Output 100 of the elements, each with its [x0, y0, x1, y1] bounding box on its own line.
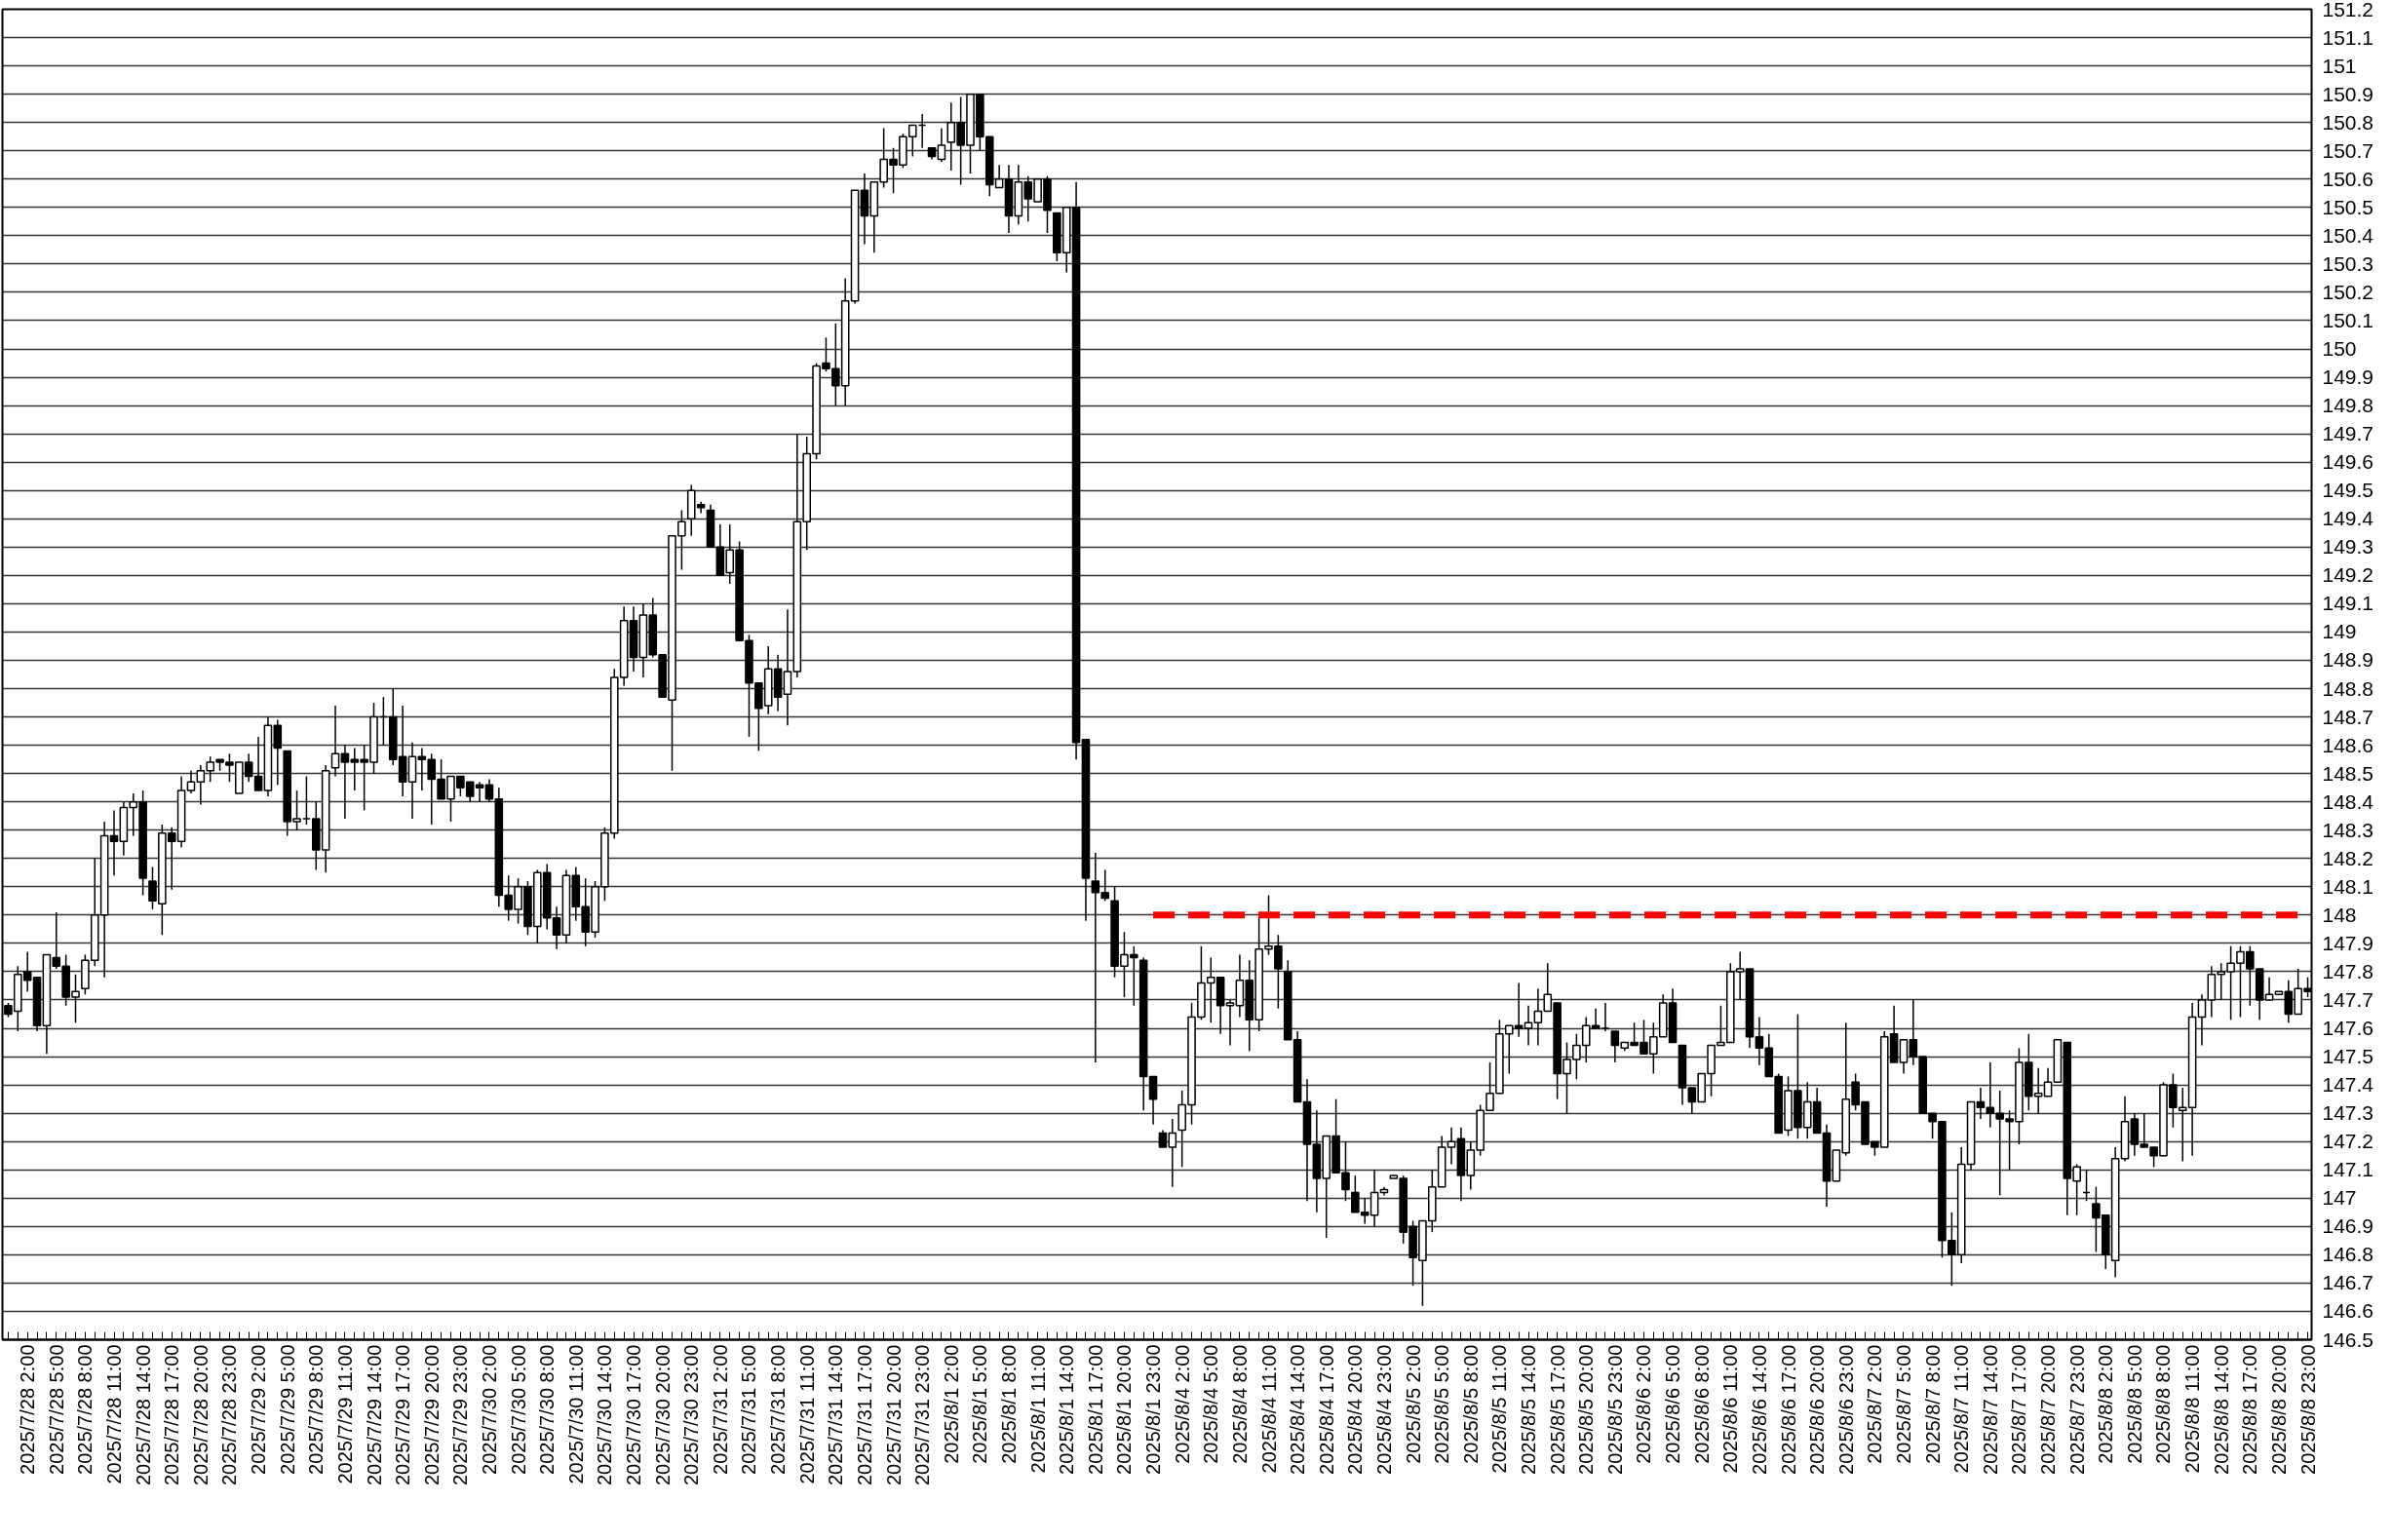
x-tick-label: 2025/8/4 20:00 [1344, 1344, 1367, 1475]
y-tick-label: 149.5 [2322, 479, 2374, 502]
candlestick [484, 778, 494, 803]
x-tick-label: 2025/7/29 5:00 [276, 1344, 298, 1475]
y-tick-label: 150.2 [2322, 280, 2374, 303]
candlestick [186, 769, 196, 794]
y-tick-label: 149.1 [2322, 592, 2374, 615]
candlestick [1148, 1075, 1158, 1126]
y-tick-label: 148.1 [2322, 874, 2374, 898]
x-tick-label: 2025/7/30 11:00 [564, 1344, 587, 1484]
y-tick-label: 147.4 [2322, 1073, 2374, 1097]
x-tick-label: 2025/8/8 5:00 [2123, 1344, 2145, 1464]
x-tick-label: 2025/8/5 17:00 [1546, 1344, 1568, 1475]
x-tick-label: 2025/8/4 14:00 [1287, 1344, 1309, 1475]
y-tick-label: 149.4 [2322, 507, 2374, 530]
x-tick-label: 2025/8/8 14:00 [2210, 1344, 2232, 1475]
y-tick-label: 149.6 [2322, 450, 2374, 474]
x-tick-label: 2025/7/28 23:00 [218, 1344, 241, 1486]
x-tick-label: 2025/7/30 8:00 [536, 1344, 559, 1475]
candlestick [1447, 1126, 1456, 1166]
y-tick-label: 148.2 [2322, 846, 2374, 869]
x-tick-label: 2025/8/1 5:00 [969, 1344, 991, 1464]
x-tick-label: 2025/7/31 23:00 [911, 1344, 934, 1486]
x-tick-label: 2025/8/7 14:00 [1979, 1344, 2001, 1475]
y-tick-label: 149.2 [2322, 563, 2374, 587]
x-tick-label: 2025/8/1 20:00 [1113, 1344, 1136, 1475]
y-tick-label: 146.6 [2322, 1299, 2374, 1323]
x-tick-label: 2025/8/7 2:00 [1864, 1344, 1886, 1464]
y-tick-label: 148.9 [2322, 648, 2374, 672]
y-tick-label: 151.1 [2322, 25, 2374, 49]
x-tick-label: 2025/8/8 20:00 [2267, 1344, 2290, 1475]
x-tick-label: 2025/7/30 14:00 [594, 1344, 616, 1486]
candlestick [937, 127, 946, 164]
x-tick-label: 2025/7/28 20:00 [189, 1344, 212, 1486]
y-tick-label: 150.3 [2322, 251, 2374, 275]
x-tick-label: 2025/8/7 11:00 [1950, 1344, 1973, 1474]
y-tick-label: 146.5 [2322, 1328, 2374, 1351]
x-tick-label: 2025/8/5 2:00 [1402, 1344, 1424, 1464]
x-tick-label: 2025/8/1 2:00 [940, 1344, 962, 1464]
x-tick-label: 2025/7/30 17:00 [623, 1344, 645, 1486]
x-tick-label: 2025/7/28 11:00 [103, 1344, 125, 1484]
y-tick-label: 148.5 [2322, 761, 2374, 785]
x-tick-label: 2025/8/6 5:00 [1662, 1344, 1684, 1464]
y-tick-label: 149.9 [2322, 366, 2374, 389]
x-tick-label: 2025/7/31 2:00 [709, 1344, 731, 1475]
x-tick-label: 2025/8/8 23:00 [2296, 1344, 2319, 1475]
x-tick-label: 2025/8/5 23:00 [1603, 1344, 1626, 1475]
x-tick-label: 2025/8/6 8:00 [1690, 1344, 1713, 1464]
y-tick-label: 148.7 [2322, 705, 2374, 728]
x-tick-label: 2025/7/29 11:00 [333, 1344, 356, 1484]
x-tick-label: 2025/7/28 5:00 [45, 1344, 67, 1475]
candlestick [1091, 852, 1100, 1063]
x-tick-label: 2025/7/31 14:00 [825, 1344, 847, 1486]
x-tick-label: 2025/7/31 17:00 [853, 1344, 875, 1486]
x-tick-label: 2025/8/8 17:00 [2239, 1344, 2261, 1475]
candlestick [1976, 1087, 1986, 1120]
x-tick-label: 2025/8/7 17:00 [2008, 1344, 2030, 1475]
x-tick-label: 2025/8/4 8:00 [1228, 1344, 1251, 1464]
candlestick [2197, 993, 2207, 1047]
x-tick-label: 2025/8/4 17:00 [1315, 1344, 1337, 1475]
y-tick-label: 147.8 [2322, 959, 2374, 982]
candlestick [1225, 999, 1235, 1047]
y-tick-label: 150.7 [2322, 138, 2374, 162]
x-tick-label: 2025/8/6 20:00 [1806, 1344, 1829, 1475]
x-tick-label: 2025/8/6 17:00 [1777, 1344, 1799, 1475]
x-tick-label: 2025/8/1 14:00 [1056, 1344, 1078, 1475]
y-tick-label: 146.8 [2322, 1243, 2374, 1266]
y-tick-label: 148 [2322, 903, 2357, 926]
x-tick-label: 2025/7/29 2:00 [248, 1344, 270, 1475]
x-tick-label: 2025/8/7 20:00 [2037, 1344, 2060, 1475]
y-tick-label: 149.8 [2322, 394, 2374, 417]
y-tick-label: 151.2 [2322, 0, 2374, 20]
y-tick-label: 147.7 [2322, 987, 2374, 1011]
y-tick-label: 151 [2322, 54, 2357, 77]
x-tick-label: 2025/8/5 5:00 [1431, 1344, 1453, 1464]
y-tick-label: 147.2 [2322, 1130, 2374, 1153]
x-tick-label: 2025/7/28 14:00 [132, 1344, 154, 1486]
x-tick-label: 2025/8/4 2:00 [1171, 1344, 1193, 1464]
x-tick-label: 2025/7/31 11:00 [795, 1344, 818, 1484]
y-tick-label: 149.7 [2322, 422, 2374, 445]
y-tick-label: 147 [2322, 1186, 2357, 1210]
y-tick-label: 147.6 [2322, 1017, 2374, 1040]
x-tick-label: 2025/8/1 11:00 [1026, 1344, 1049, 1474]
y-tick-label: 150.9 [2322, 82, 2374, 105]
x-tick-label: 2025/8/6 23:00 [1834, 1344, 1857, 1475]
x-tick-label: 2025/8/5 14:00 [1518, 1344, 1540, 1475]
y-tick-label: 149 [2322, 620, 2357, 643]
y-tick-label: 147.3 [2322, 1101, 2374, 1125]
x-tick-label: 2025/8/7 5:00 [1892, 1344, 1914, 1464]
y-tick-label: 150.5 [2322, 195, 2374, 218]
y-tick-label: 150.8 [2322, 110, 2374, 134]
y-tick-label: 146.7 [2322, 1271, 2374, 1294]
x-tick-label: 2025/8/8 11:00 [2181, 1344, 2204, 1474]
x-tick-label: 2025/7/29 14:00 [363, 1344, 385, 1486]
x-tick-label: 2025/8/1 17:00 [1084, 1344, 1106, 1475]
x-tick-label: 2025/7/30 20:00 [651, 1344, 674, 1486]
x-tick-label: 2025/8/8 2:00 [2095, 1344, 2117, 1464]
y-tick-label: 148.8 [2322, 676, 2374, 700]
y-tick-label: 149.3 [2322, 535, 2374, 558]
x-tick-label: 2025/7/31 5:00 [738, 1344, 760, 1475]
